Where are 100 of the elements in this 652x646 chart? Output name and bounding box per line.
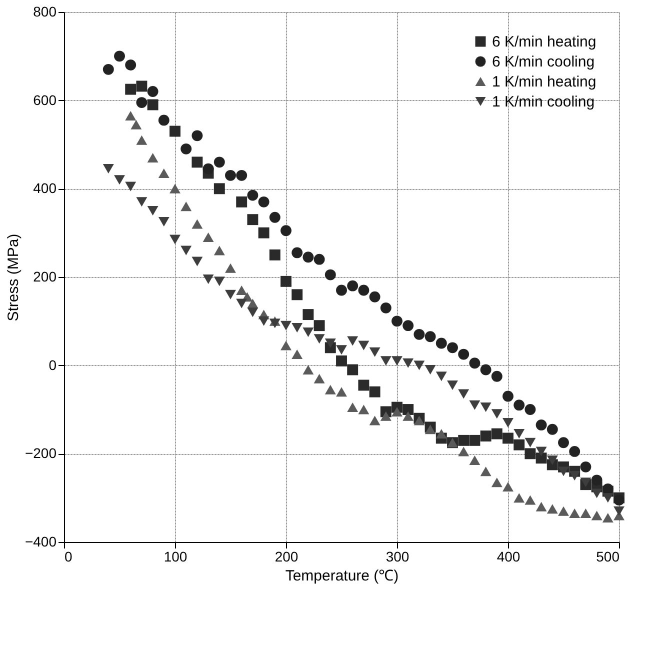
- point: [502, 432, 514, 444]
- y-tick-label: 0: [48, 356, 57, 373]
- point: [180, 246, 192, 256]
- point: [369, 291, 380, 302]
- point: [491, 370, 502, 382]
- point: [192, 130, 203, 142]
- point: [192, 256, 203, 266]
- point: [269, 212, 280, 223]
- point: [447, 380, 458, 390]
- point: [258, 227, 270, 238]
- y-axis-title: Stress (MPa): [4, 234, 22, 322]
- point: [414, 416, 425, 426]
- point: [236, 298, 248, 308]
- point: [102, 164, 114, 174]
- point: [136, 135, 148, 145]
- point: [324, 384, 336, 394]
- point: [125, 182, 136, 192]
- point: [614, 494, 624, 506]
- x-tick-label: 200: [274, 548, 298, 564]
- point: [347, 280, 358, 292]
- point: [469, 456, 480, 466]
- point: [392, 316, 402, 327]
- point: [247, 308, 258, 318]
- point: [524, 438, 536, 448]
- point: [314, 374, 325, 384]
- x-tick-label: 500: [596, 548, 620, 564]
- point: [102, 64, 114, 75]
- point: [380, 356, 392, 366]
- x-tick-label: 100: [164, 548, 188, 564]
- point: [458, 434, 470, 446]
- point: [147, 99, 158, 110]
- point: [458, 446, 470, 456]
- point: [480, 430, 492, 442]
- point: [380, 411, 392, 421]
- point: [302, 365, 314, 374]
- x-axis-title: Temperature (℃): [285, 568, 399, 584]
- point: [214, 276, 225, 286]
- point: [358, 404, 370, 414]
- point: [292, 350, 303, 360]
- point: [130, 120, 142, 130]
- point: [236, 170, 248, 181]
- point: [258, 196, 270, 208]
- point: [258, 316, 270, 326]
- point: [514, 439, 525, 450]
- point: [514, 400, 525, 411]
- point: [546, 504, 558, 514]
- point: [180, 202, 192, 212]
- point: [336, 355, 347, 366]
- point: [524, 448, 536, 460]
- point: [324, 269, 336, 280]
- point: [536, 419, 547, 430]
- point: [369, 386, 380, 398]
- point: [502, 418, 514, 428]
- point: [480, 402, 492, 412]
- point: [536, 446, 547, 456]
- point: [202, 232, 214, 242]
- point: [436, 338, 447, 349]
- point: [236, 196, 248, 208]
- point: [125, 60, 136, 70]
- y-tick-label: 200: [33, 268, 57, 284]
- point: [414, 328, 425, 340]
- point: [202, 163, 214, 174]
- point: [546, 424, 558, 435]
- point: [214, 156, 225, 168]
- point: [402, 358, 414, 368]
- point: [480, 364, 492, 376]
- point: [170, 234, 180, 244]
- y-tick-label: 800: [33, 4, 57, 20]
- point: [524, 404, 536, 415]
- point: [580, 478, 592, 488]
- point: [580, 508, 592, 518]
- point: [292, 289, 303, 300]
- point: [314, 334, 325, 344]
- point: [136, 197, 148, 207]
- point: [324, 338, 336, 348]
- point: [280, 340, 292, 350]
- point: [158, 168, 170, 178]
- point: [269, 249, 280, 260]
- point: [514, 429, 525, 439]
- point: [536, 502, 547, 512]
- point: [358, 340, 370, 350]
- point: [192, 156, 203, 168]
- point: [602, 484, 614, 494]
- point: [502, 482, 514, 492]
- point: [314, 254, 325, 265]
- point: [469, 358, 480, 369]
- point: [602, 512, 614, 522]
- point: [358, 380, 370, 391]
- point: [147, 206, 158, 216]
- point: [402, 320, 414, 332]
- point: [414, 360, 425, 370]
- point: [402, 404, 414, 415]
- point: [480, 466, 492, 476]
- point: [147, 153, 158, 162]
- point: [491, 428, 502, 440]
- point: [314, 320, 325, 332]
- point: [558, 437, 569, 448]
- point: [546, 456, 558, 466]
- legend-label: 1 K/min cooling: [492, 94, 595, 110]
- point: [369, 416, 380, 426]
